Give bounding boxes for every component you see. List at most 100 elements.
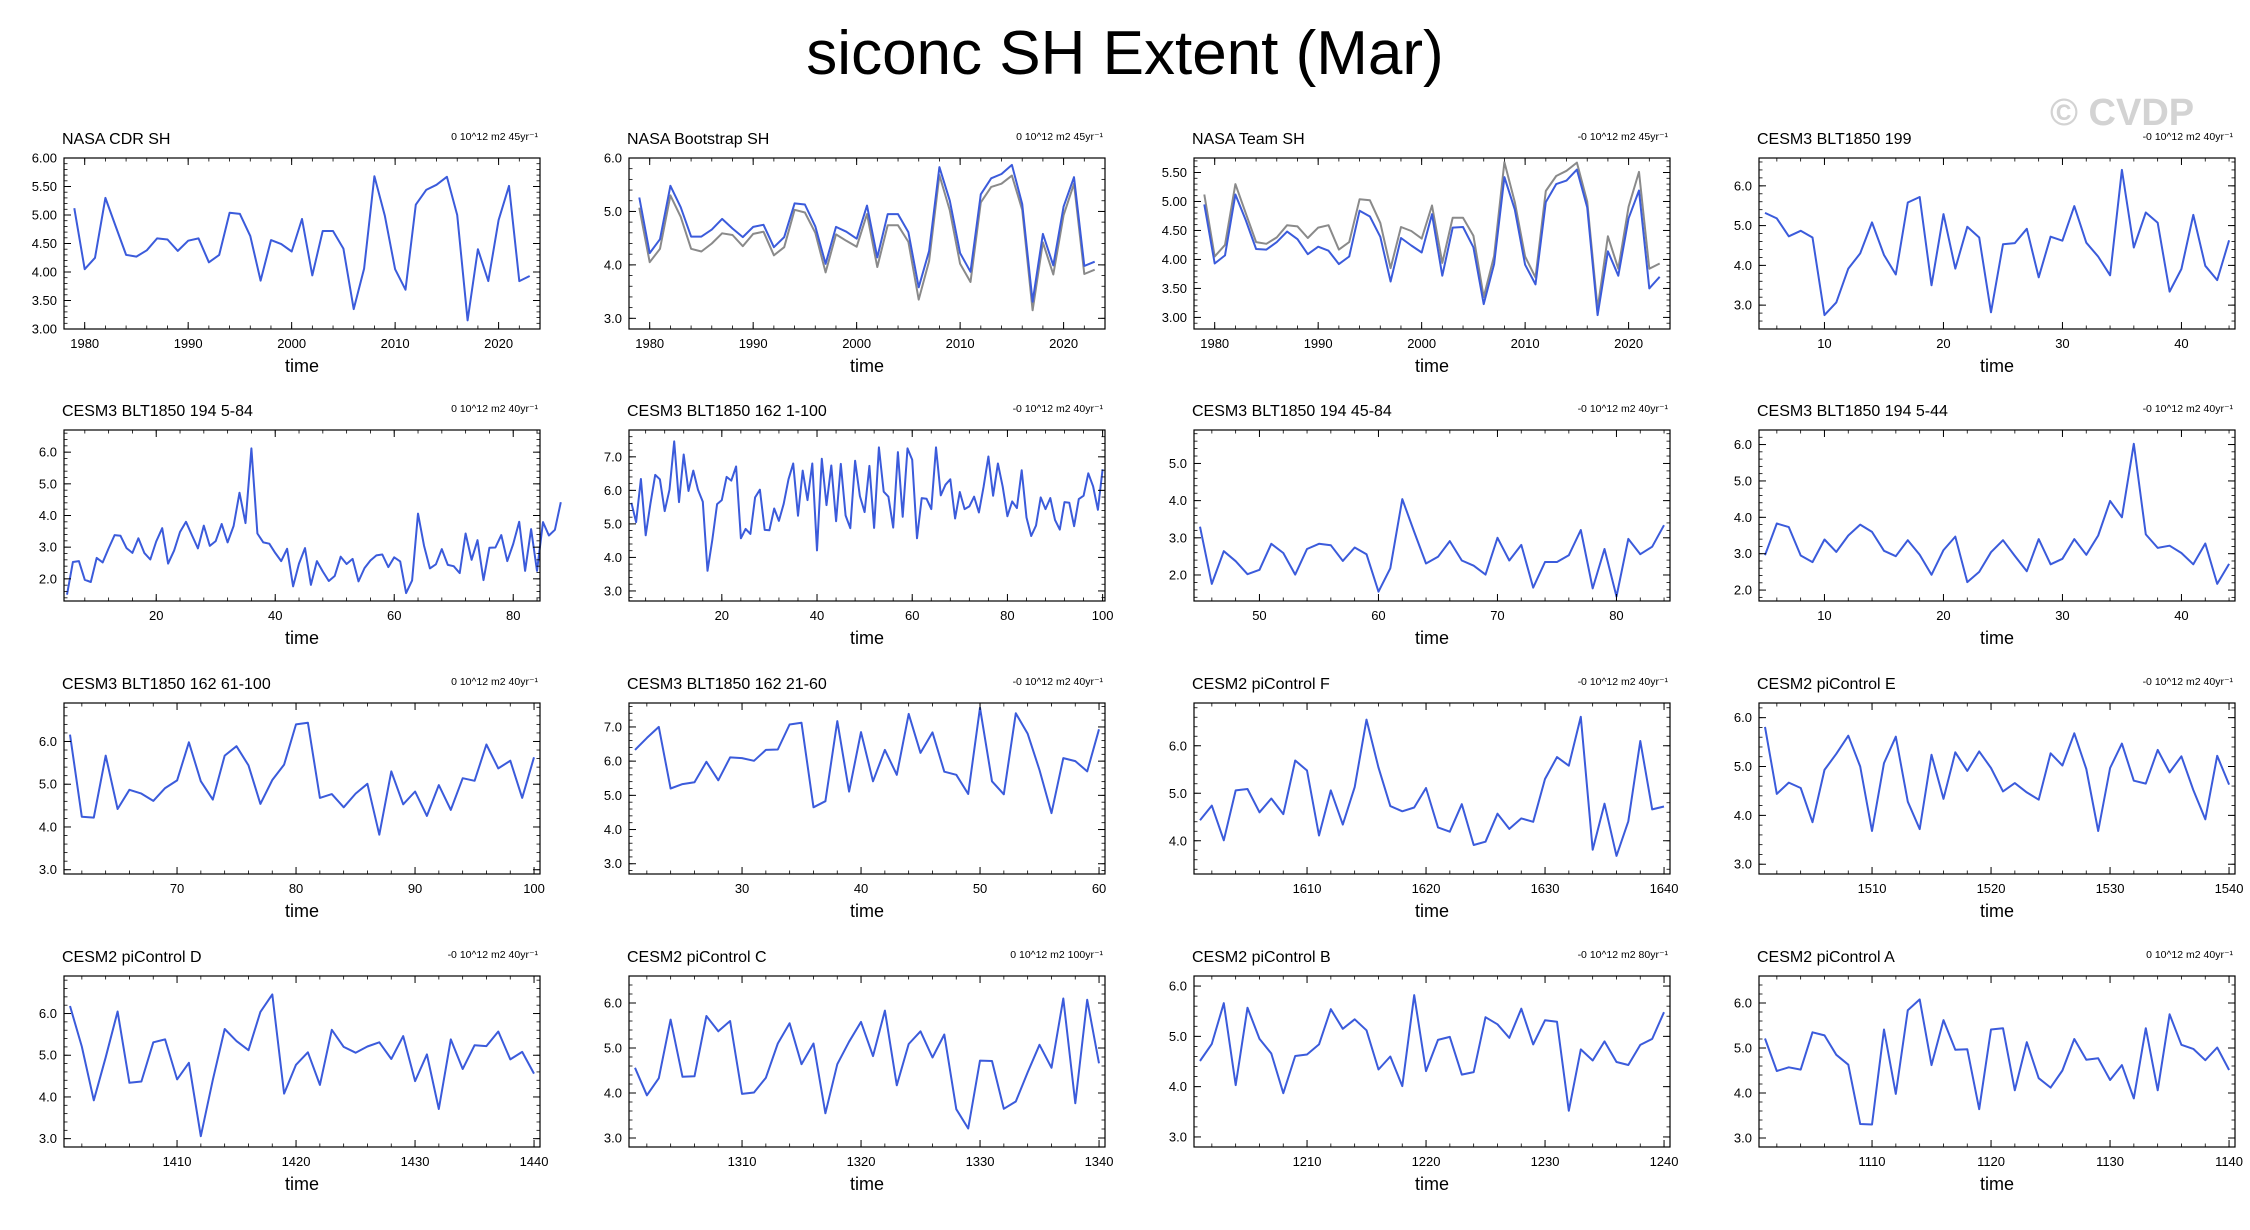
panel-7: CESM3 BLT1850 194 45-84 -0 10^12 m2 40yr⁻… — [1169, 403, 1671, 648]
y-tick-label: 3.0 — [604, 1131, 622, 1146]
series-line — [1199, 498, 1665, 598]
series-line — [1203, 168, 1661, 317]
x-tick-label: 2000 — [1407, 336, 1436, 351]
x-tick-label: 2010 — [946, 336, 975, 351]
y-tick-label: 6.0 — [1169, 738, 1187, 753]
y-tick-label: 3.00 — [1162, 310, 1187, 325]
plot-frame — [1758, 429, 2236, 602]
x-tick-label: 1540 — [2215, 881, 2244, 896]
x-tick-label: 1630 — [1531, 881, 1560, 896]
x-tick-label: 2010 — [381, 336, 410, 351]
panel-trend-label: -0 10^12 m2 40yr⁻¹ — [1578, 676, 1669, 688]
x-tick-label: 1620 — [1412, 881, 1441, 896]
y-tick-label: 2.0 — [1169, 567, 1187, 582]
y-tick-label: 4.0 — [39, 819, 57, 834]
y-tick-label: 5.0 — [604, 516, 622, 531]
x-tick-label: 20 — [149, 608, 163, 623]
y-tick-label: 4.50 — [32, 236, 57, 251]
x-tick-label: 1310 — [728, 1154, 757, 1169]
y-tick-label: 4.50 — [1162, 223, 1187, 238]
y-tick-label: 4.0 — [39, 508, 57, 523]
y-tick-label: 4.0 — [1169, 1079, 1187, 1094]
y-tick-label: 3.50 — [1162, 281, 1187, 296]
panel-trend-label: -0 10^12 m2 40yr⁻¹ — [2143, 403, 2234, 415]
plot-frame — [1193, 157, 1671, 330]
y-tick-label: 5.0 — [1734, 1041, 1752, 1056]
panel-title: CESM3 BLT1850 199 — [1757, 131, 1912, 148]
series-line — [1199, 994, 1665, 1112]
panel-title: CESM3 BLT1850 194 5-44 — [1757, 403, 1948, 420]
y-tick-label: 4.0 — [1169, 833, 1187, 848]
y-tick-label: 4.00 — [32, 265, 57, 280]
x-tick-label: 1990 — [1304, 336, 1333, 351]
y-tick-label: 5.0 — [39, 1048, 57, 1063]
panel-trend-label: 0 10^12 m2 40yr⁻¹ — [451, 403, 538, 415]
series-line — [638, 163, 1096, 303]
panel-15: CESM2 piControl B -0 10^12 m2 80yr⁻¹ 3.0 4.… — [1169, 949, 1679, 1194]
y-tick-label: 4.0 — [1734, 258, 1752, 273]
x-tick-label: 30 — [735, 881, 749, 896]
panel-title: CESM3 BLT1850 162 1-100 — [627, 403, 827, 420]
x-tick-label: 1420 — [282, 1154, 311, 1169]
plot-frame — [1193, 702, 1671, 875]
series-line — [73, 175, 531, 322]
panel-trend-label: -0 10^12 m2 80yr⁻¹ — [1578, 949, 1669, 961]
plot-frame — [1193, 975, 1671, 1148]
x-tick-label: 60 — [905, 608, 919, 623]
x-tick-label: 40 — [810, 608, 824, 623]
y-tick-label: 4.0 — [1734, 1086, 1752, 1101]
x-tick-label: 40 — [2174, 336, 2188, 351]
panel-13: CESM2 piControl D -0 10^12 m2 40yr⁻¹ 3.0 4.… — [39, 949, 549, 1194]
x-axis-label: time — [285, 356, 319, 376]
panel-9: CESM3 BLT1850 162 61-100 0 10^12 m2 40yr⁻… — [39, 676, 545, 921]
x-tick-label: 70 — [170, 881, 184, 896]
x-tick-label: 1530 — [2096, 881, 2125, 896]
y-tick-label: 6.0 — [39, 734, 57, 749]
plot-frame — [1758, 975, 2236, 1148]
x-axis-label: time — [1415, 1174, 1449, 1194]
y-tick-label: 3.00 — [32, 322, 57, 337]
x-tick-label: 90 — [408, 881, 422, 896]
x-tick-label: 1980 — [70, 336, 99, 351]
x-axis-label: time — [1415, 356, 1449, 376]
y-tick-label: 3.0 — [1734, 857, 1752, 872]
y-tick-label: 3.0 — [1734, 298, 1752, 313]
plot-frame — [63, 975, 541, 1148]
x-axis-label: time — [1980, 628, 2014, 648]
x-tick-label: 1110 — [1859, 1154, 1886, 1169]
x-axis-label: time — [850, 628, 884, 648]
y-tick-label: 3.0 — [604, 583, 622, 598]
y-tick-label: 4.0 — [39, 1089, 57, 1104]
x-tick-label: 2020 — [484, 336, 513, 351]
y-tick-label: 4.0 — [604, 257, 622, 272]
y-tick-label: 4.0 — [1169, 493, 1187, 508]
y-tick-label: 5.0 — [1169, 1029, 1187, 1044]
plot-frame — [1758, 702, 2236, 875]
panel-trend-label: 0 10^12 m2 45yr⁻¹ — [451, 131, 538, 143]
y-tick-label: 6.0 — [604, 996, 622, 1011]
x-axis-label: time — [850, 901, 884, 921]
x-tick-label: 1610 — [1293, 881, 1322, 896]
x-tick-label: 1980 — [1200, 336, 1229, 351]
y-tick-label: 5.0 — [39, 777, 57, 792]
y-tick-label: 5.0 — [1734, 473, 1752, 488]
x-tick-label: 60 — [1092, 881, 1106, 896]
x-tick-label: 2000 — [842, 336, 871, 351]
x-tick-label: 80 — [1000, 608, 1014, 623]
series-line — [630, 440, 1104, 572]
y-tick-label: 4.0 — [1734, 808, 1752, 823]
y-tick-label: 4.0 — [1734, 510, 1752, 525]
series-line-secondary — [1203, 161, 1661, 310]
plot-frame — [1193, 429, 1671, 602]
y-tick-label: 6.0 — [604, 754, 622, 769]
plot-frame — [63, 157, 541, 330]
y-tick-label: 5.0 — [1734, 759, 1752, 774]
panel-title: CESM2 piControl D — [62, 949, 202, 966]
x-axis-label: time — [1980, 356, 2014, 376]
x-tick-label: 1990 — [174, 336, 203, 351]
x-tick-label: 100 — [1092, 608, 1114, 623]
plot-frame — [1758, 157, 2236, 330]
x-tick-label: 1510 — [1858, 881, 1887, 896]
x-tick-label: 40 — [268, 608, 282, 623]
x-tick-label: 2020 — [1614, 336, 1643, 351]
